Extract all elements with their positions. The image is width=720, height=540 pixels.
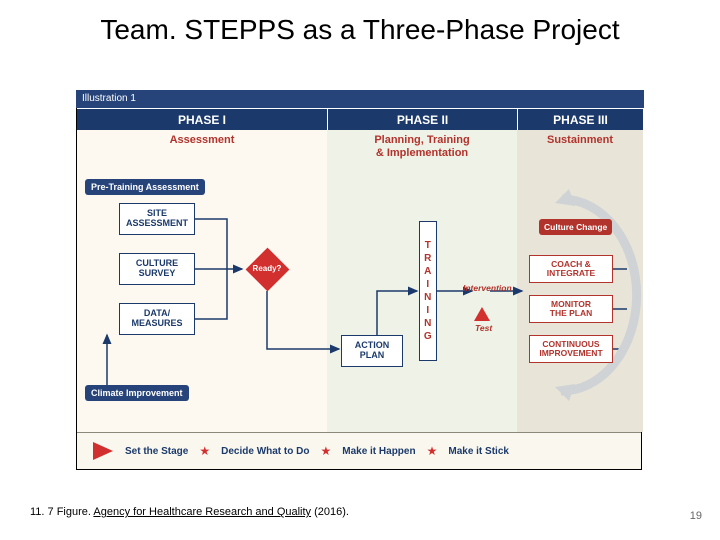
phase3-sub: Sustainment [517, 130, 643, 147]
culture-change-pill: Culture Change [539, 219, 612, 235]
illustration-label: Illustration 1 [76, 90, 644, 108]
citation-post: (2016). [311, 506, 349, 518]
phase3-header: PHASE III [517, 108, 643, 130]
intervention-marker [474, 307, 490, 321]
footer-step-4: Make it Stick [448, 446, 509, 457]
citation-link[interactable]: Agency for Healthcare Research and Quali… [93, 506, 311, 518]
page-number: 19 [690, 510, 702, 522]
star-icon: ★ [199, 444, 210, 458]
footer-step-2: Decide What to Do [221, 446, 309, 457]
box-site-assessment: SITE ASSESSMENT [119, 203, 195, 235]
footer-step-3: Make it Happen [342, 446, 415, 457]
box-monitor-plan: MONITOR THE PLAN [529, 295, 613, 323]
star-icon: ★ [320, 444, 331, 458]
star-icon: ★ [427, 444, 438, 458]
footer-bar: Set the Stage ★ Decide What to Do ★ Make… [77, 432, 641, 469]
ready-decision: Ready? [245, 247, 289, 291]
phase1-sub: Assessment [77, 130, 327, 147]
phase2-header: PHASE II [327, 108, 517, 130]
test-label: Test [475, 323, 492, 333]
footer-step-1: Set the Stage [125, 446, 188, 457]
diagram-container: Illustration 1 PHASE I PHASE II PHASE II… [76, 90, 642, 470]
slide-title: Team. STEPPS as a Three-Phase Project [0, 0, 720, 54]
climate-improvement-label: Climate Improvement [85, 385, 189, 401]
box-data-measures: DATA/ MEASURES [119, 303, 195, 335]
box-action-plan: ACTION PLAN [341, 335, 403, 367]
box-culture-survey: CULTURE SURVEY [119, 253, 195, 285]
box-continuous-improvement: CONTINUOUS IMPROVEMENT [529, 335, 613, 363]
footer-arrow-icon [93, 442, 113, 460]
box-coach-integrate: COACH & INTEGRATE [529, 255, 613, 283]
intervention-label: Intervention [463, 283, 512, 293]
ready-label: Ready? [245, 264, 289, 273]
pre-training-label: Pre-Training Assessment [85, 179, 205, 195]
phase2-sub: Planning, Training & Implementation [327, 130, 517, 159]
box-training: TRAINING [419, 221, 437, 361]
phase1-header: PHASE I [77, 108, 327, 130]
citation-pre: 11. 7 Figure. [30, 506, 93, 518]
citation: 11. 7 Figure. Agency for Healthcare Rese… [30, 506, 349, 518]
